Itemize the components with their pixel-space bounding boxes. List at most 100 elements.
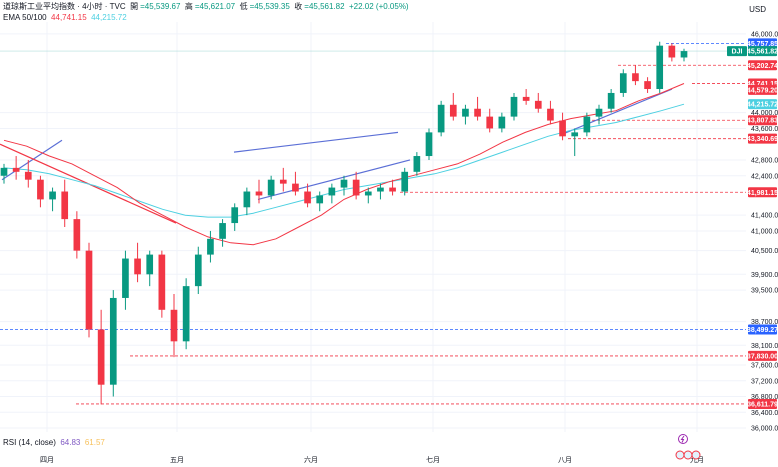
- symbol-title[interactable]: 道琼斯工业平均指数 · 4小时 · TVC: [3, 2, 126, 11]
- event-flag-icon[interactable]: [675, 450, 685, 460]
- price-tag-label: 44,741.15: [747, 81, 778, 88]
- x-tick-label: 五月: [170, 456, 184, 464]
- rsi-legend[interactable]: RSI (14, close) 64.83 61.57: [3, 438, 105, 447]
- ema-label[interactable]: EMA 50/100: [3, 13, 47, 22]
- price-tag-box: [748, 46, 777, 57]
- price-tag-box: [748, 99, 777, 110]
- y-tick-label: 37,600.00: [751, 362, 778, 369]
- candle-body: [644, 81, 651, 90]
- event-flag-icon[interactable]: [683, 450, 693, 460]
- trend-line[interactable]: [257, 159, 411, 200]
- candle-body: [619, 73, 627, 93]
- change-value: +22.02 (+0.05%): [349, 2, 409, 11]
- y-tick-label: 39,500.00: [751, 288, 778, 295]
- candle-body: [534, 100, 542, 109]
- ema100-value: 44,215.72: [91, 13, 127, 22]
- horizontal-grid: [0, 33, 746, 429]
- currency-label[interactable]: USD: [749, 5, 766, 14]
- y-tick-label: 36,800.00: [751, 394, 778, 401]
- candle-body: [207, 238, 214, 255]
- price-tag-label: 43,340.69: [747, 136, 778, 143]
- candle-body: [146, 254, 154, 275]
- trend-line[interactable]: [561, 88, 673, 135]
- trend-line[interactable]: [1, 139, 63, 181]
- price-tag-box: [748, 350, 777, 361]
- candle-body: [328, 187, 336, 196]
- candle-body: [389, 187, 396, 192]
- candle-body: [49, 191, 56, 200]
- y-tick-label: 40,500.00: [751, 248, 778, 255]
- lightning-icon[interactable]: [678, 434, 688, 444]
- x-tick-label: 八月: [558, 456, 572, 464]
- candle-body: [279, 179, 287, 184]
- close-label: 收: [294, 2, 303, 11]
- candle-body: [474, 108, 481, 117]
- price-tag-box: [748, 115, 777, 126]
- price-tag-box: [748, 187, 777, 198]
- candle-body: [401, 171, 409, 192]
- high-value: =45,621.07: [194, 2, 236, 11]
- y-tick-label: 36,000.00: [751, 426, 778, 433]
- price-tag-box: [748, 324, 777, 335]
- candle-body: [73, 219, 81, 251]
- event-flag-icon[interactable]: [691, 450, 701, 460]
- candle-body: [304, 191, 311, 204]
- price-tag-label: 45,202.74: [747, 63, 778, 70]
- candle-body: [292, 183, 299, 192]
- price-tag-box: [748, 133, 777, 144]
- ema50-value: 44,741.15: [51, 13, 87, 22]
- candle-body: [656, 45, 664, 90]
- candle-body: [377, 187, 384, 192]
- candle-body: [668, 45, 676, 58]
- price-level-lines: [0, 42, 746, 405]
- candle-body: [316, 195, 324, 204]
- ema50-line: [3, 83, 685, 246]
- price-tag-label: 44,579.20: [747, 87, 778, 94]
- symbol-tag-box: [727, 46, 747, 57]
- x-tick-label: 七月: [426, 455, 440, 464]
- candle-body: [680, 51, 688, 58]
- x-tick-label: 四月: [40, 456, 54, 464]
- low-label: 低: [239, 2, 248, 11]
- vertical-grid: [46, 22, 698, 432]
- candle-body: [170, 309, 178, 342]
- price-tag-label: 36,611.79: [747, 401, 778, 408]
- ema100-line: [3, 103, 685, 218]
- candle-body: [12, 167, 20, 172]
- candle-body: [462, 108, 469, 117]
- price-tag-label: 43,807.83: [747, 118, 778, 125]
- lightning-bolt-icon: [680, 435, 685, 443]
- candle-body: [340, 179, 348, 188]
- candle-body: [182, 286, 190, 342]
- open-label: 開: [130, 2, 139, 11]
- candle-body: [364, 191, 372, 196]
- candle-body: [134, 258, 141, 275]
- candle-body: [194, 254, 202, 287]
- trend-lines[interactable]: [0, 88, 673, 224]
- y-tick-label: 44,000.00: [751, 110, 778, 117]
- candle-body: [24, 171, 32, 180]
- candle-body: [583, 116, 591, 133]
- candle-body: [85, 250, 93, 330]
- candle-body: [547, 108, 554, 121]
- open-value: =45,539.67: [140, 2, 181, 11]
- y-tick-label: 42,400.00: [751, 173, 778, 180]
- y-tick-label: 42,800.00: [751, 157, 778, 164]
- price-tag-label: 45,757.85: [747, 41, 778, 48]
- price-tag-label: 44,215.72: [747, 102, 778, 109]
- x-tick-label: 九月: [690, 455, 704, 464]
- y-tick-label: 41,400.00: [751, 213, 778, 220]
- candle-body: [510, 96, 518, 117]
- candle-body: [595, 108, 603, 117]
- candle-body: [437, 104, 445, 133]
- trend-line[interactable]: [233, 131, 399, 153]
- candle-body: [255, 191, 263, 196]
- high-label: 高: [184, 2, 193, 11]
- rsi-value-1: 64.83: [60, 438, 81, 447]
- price-tag-box: [748, 84, 777, 95]
- event-icons[interactable]: [675, 434, 701, 460]
- candle-body: [243, 191, 251, 208]
- y-tick-label: 37,200.00: [751, 378, 778, 385]
